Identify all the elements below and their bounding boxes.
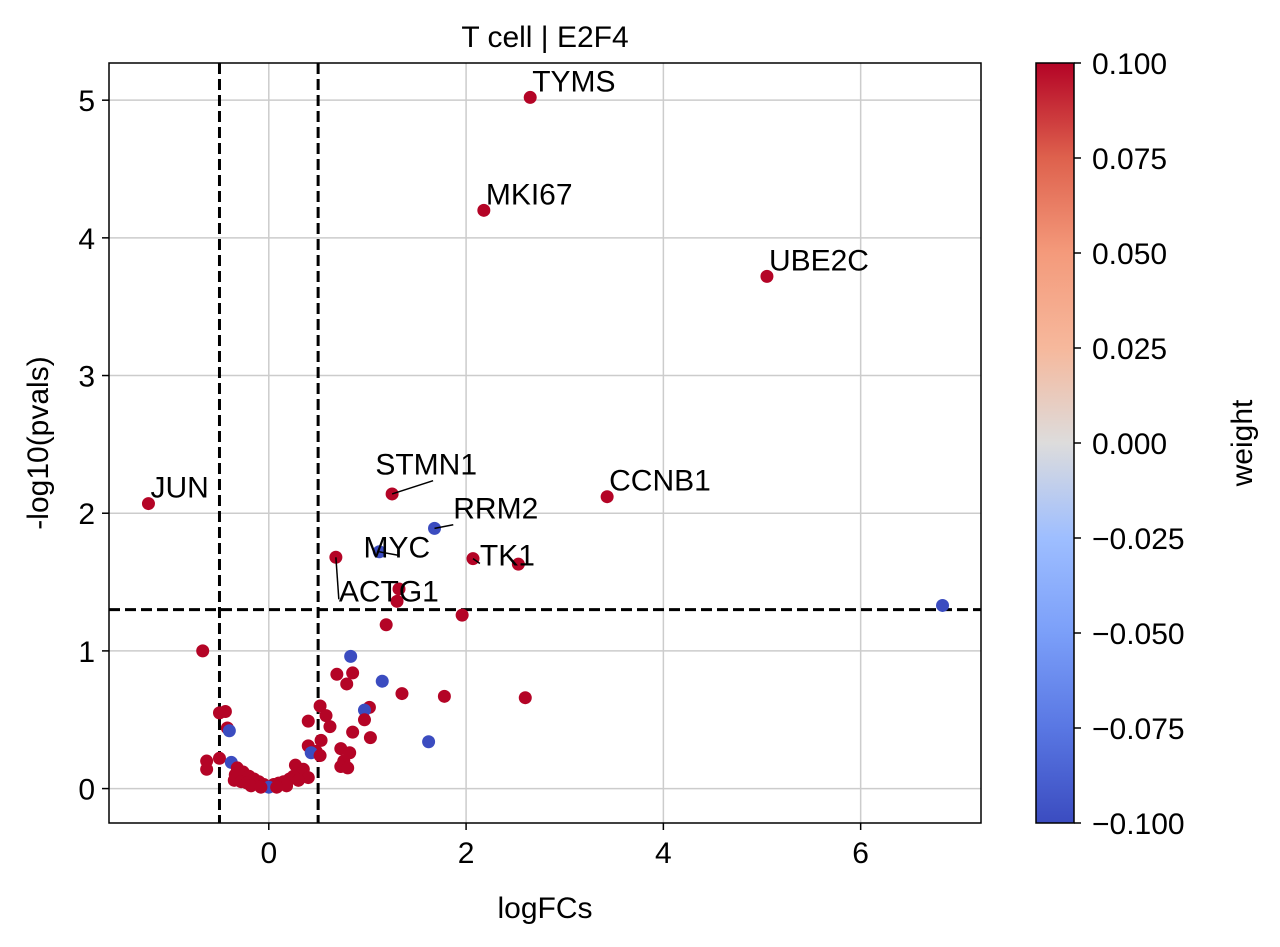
data-point [212, 751, 226, 765]
colorbar-tick-label: 0.075 [1092, 143, 1167, 176]
data-point [313, 699, 327, 713]
x-tick-label: 4 [655, 837, 672, 870]
x-tick-label: 6 [852, 837, 869, 870]
data-point [340, 677, 354, 691]
data-point [477, 203, 491, 217]
data-point [455, 608, 469, 622]
annotation-connector [379, 551, 399, 557]
data-point [363, 731, 377, 745]
annotation-label: RRM2 [453, 493, 538, 526]
data-point [600, 490, 614, 504]
data-point [437, 689, 451, 703]
data-point [313, 749, 327, 763]
data-point [760, 269, 774, 283]
data-point [244, 779, 258, 793]
annotation-label: MKI67 [486, 178, 573, 211]
y-tick-label: 1 [78, 636, 95, 669]
annotation-connector [335, 557, 340, 600]
colorbar-tick-label: −0.075 [1092, 713, 1185, 746]
annotation-label: TK1 [480, 540, 535, 573]
data-point [523, 90, 537, 104]
y-axis-label: -log10(pvals) [22, 356, 55, 529]
data-point [344, 649, 358, 663]
annotation-label: CCNB1 [609, 465, 711, 498]
plot-frame [108, 62, 982, 824]
data-point [390, 594, 404, 608]
annotation-label: ACTG1 [339, 575, 439, 608]
data-point [511, 557, 525, 571]
annotation-label: MYC [363, 531, 430, 564]
data-point [323, 720, 337, 734]
data-point [196, 644, 210, 658]
annotation-label: JUN [150, 472, 208, 505]
y-tick-label: 3 [78, 361, 95, 394]
colorbar-label: weight [1226, 399, 1259, 487]
data-point [301, 771, 315, 785]
data-point [319, 709, 333, 723]
data-point [254, 780, 268, 794]
colorbar-tick-label: −0.025 [1092, 523, 1185, 556]
data-point [346, 666, 360, 680]
data-point [212, 706, 226, 720]
y-tick-label: 5 [78, 85, 95, 118]
y-tick-label: 4 [78, 223, 95, 256]
data-point [392, 582, 406, 596]
data-point [341, 761, 355, 775]
data-point [357, 703, 371, 717]
colorbar [1035, 62, 1075, 824]
data-point [280, 779, 294, 793]
data-point [936, 598, 950, 612]
colorbar-tick-label: 0.025 [1092, 333, 1167, 366]
annotation-label: STMN1 [375, 449, 477, 482]
y-axis-ticks: 0 1 2 3 4 5 [78, 85, 109, 807]
x-tick-label: 2 [458, 837, 475, 870]
data-point [301, 714, 315, 728]
data-point [379, 618, 393, 632]
x-axis-ticks: 0 2 4 6 [260, 823, 869, 870]
x-axis-label: logFCs [497, 892, 592, 925]
y-tick-label: 2 [78, 498, 95, 531]
data-point [330, 667, 344, 681]
threshold-lines [109, 63, 981, 823]
data-points [141, 90, 950, 794]
x-tick-label: 0 [260, 837, 277, 870]
data-point [141, 497, 155, 511]
grid-lines [109, 63, 981, 823]
colorbar-tick-label: −0.050 [1092, 618, 1185, 651]
annotation-label: UBE2C [769, 244, 869, 277]
data-point [395, 687, 409, 701]
annotation-connector [434, 523, 454, 530]
data-point [291, 773, 305, 787]
colorbar-tick-label: 0.000 [1092, 428, 1167, 461]
annotation-connector [391, 479, 434, 495]
data-point [375, 674, 389, 688]
data-point [346, 725, 360, 739]
data-point [422, 735, 436, 749]
annotation-label: TYMS [532, 65, 615, 98]
colorbar-tick-label: 0.050 [1092, 238, 1167, 271]
y-tick-label: 0 [78, 774, 95, 807]
data-point [270, 780, 284, 794]
chart-title: T cell | E2F4 [461, 21, 628, 54]
gene-annotations: TYMS MKI67 UBE2C STMN1 CCNB1 JUN RRM2 MYC ACTG1 T… [150, 65, 869, 608]
data-point [357, 713, 371, 727]
colorbar-tick-label: 0.100 [1092, 48, 1167, 81]
data-point [314, 733, 328, 747]
colorbar-ticks: 0.100 0.075 0.050 0.025 0.000 −0.025 −0.050 −0.… [1074, 48, 1185, 841]
data-point [222, 724, 236, 738]
colorbar-tick-label: −0.100 [1092, 808, 1185, 841]
annotation-connector [472, 558, 481, 565]
data-point [200, 762, 214, 776]
data-point [518, 691, 532, 705]
